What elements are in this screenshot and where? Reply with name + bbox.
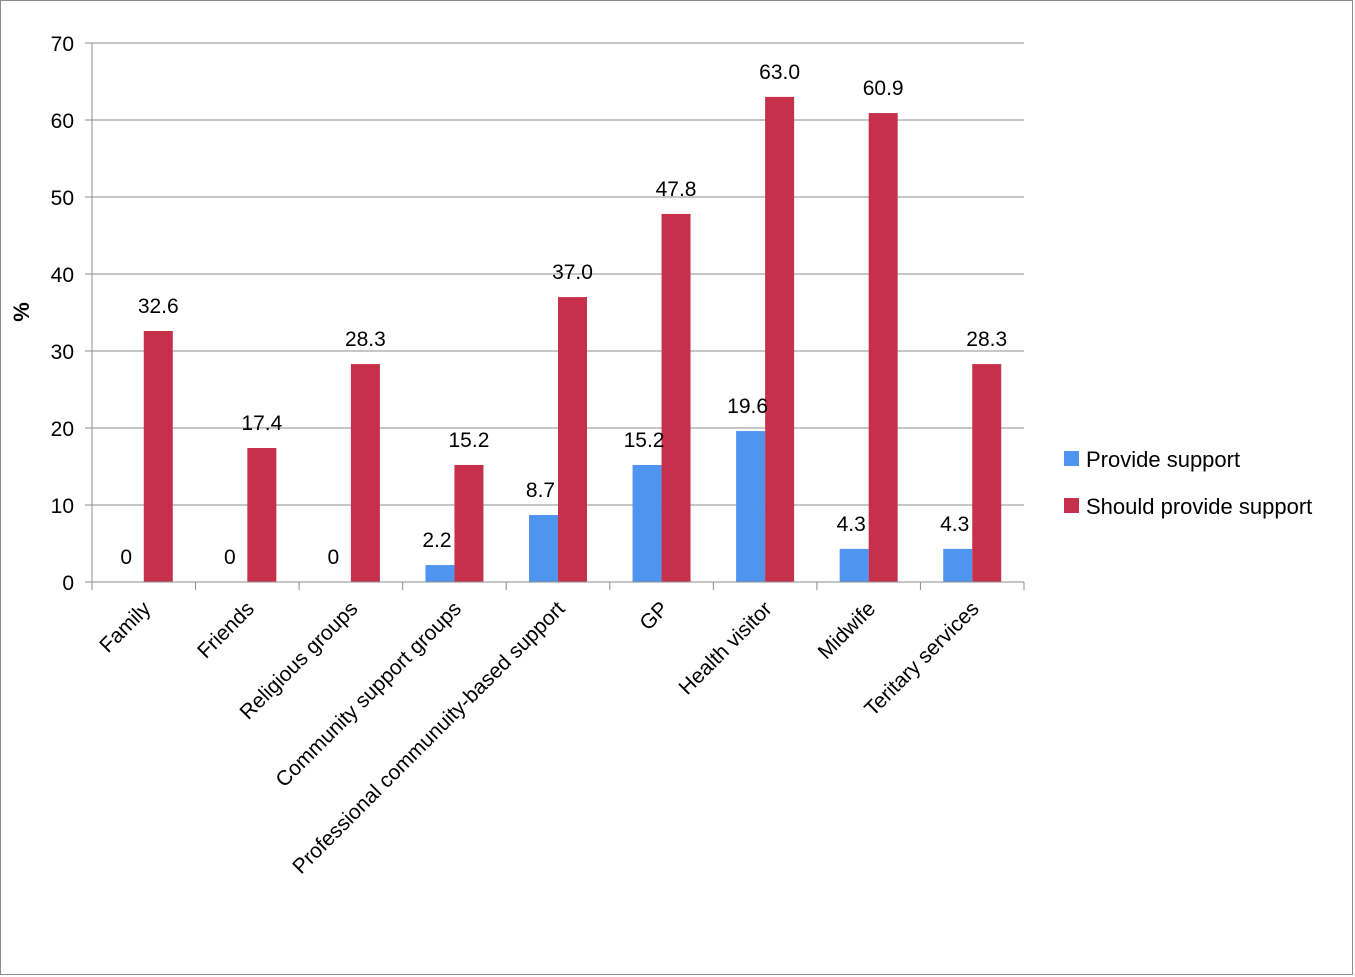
data-label: 28.3 <box>966 328 1007 351</box>
x-tick-label: Friends <box>193 597 259 663</box>
bar-should-provide <box>454 464 484 582</box>
data-label: 15.2 <box>624 429 665 452</box>
y-axis-ticks: 0 10 20 30 40 50 60 70 <box>51 33 92 595</box>
axes <box>91 43 1025 590</box>
data-label: 28.3 <box>345 328 386 351</box>
bar-provide <box>632 464 662 582</box>
legend-swatch <box>1064 498 1079 513</box>
bar-should-provide <box>765 96 795 583</box>
y-tick-label: 70 <box>51 33 74 56</box>
data-label: 63.0 <box>759 61 800 84</box>
bar-provide <box>425 565 455 582</box>
data-label: 32.6 <box>138 295 179 318</box>
y-axis-label: % <box>9 302 34 322</box>
bar-should-provide <box>558 297 587 582</box>
y-tick-label: 40 <box>51 264 74 287</box>
data-label: 37.0 <box>552 261 593 284</box>
data-label: 15.2 <box>449 429 490 452</box>
legend-swatch <box>1064 451 1079 466</box>
x-tick-label: GP <box>635 597 673 635</box>
x-tick-label: Community support groups <box>271 597 466 792</box>
data-label: 0 <box>328 546 340 569</box>
bar-should-provide <box>868 113 898 582</box>
data-label: 8.7 <box>526 479 555 502</box>
legend: Provide support Should provide support <box>1064 447 1312 519</box>
data-labels: 0 32.6 0 17.4 0 28.3 2.2 15.2 8.7 37.0 15.2 47.8 19.… <box>120 61 1007 569</box>
x-tick-label: Midwife <box>814 597 881 664</box>
y-tick-label: 0 <box>62 572 74 595</box>
data-label: 17.4 <box>241 412 282 435</box>
data-label: 4.3 <box>940 513 969 536</box>
bar-provide <box>736 431 766 582</box>
y-tick-label: 10 <box>51 495 74 518</box>
x-tick-label: Health visitor <box>675 597 777 699</box>
bar-should-provide <box>350 364 380 582</box>
bar-should-provide <box>143 330 173 582</box>
bar-provide <box>943 548 973 582</box>
bars <box>143 96 1002 583</box>
bar-should-provide <box>972 364 1002 582</box>
bar-should-provide <box>247 448 277 582</box>
bar-provide <box>529 515 558 582</box>
bar-should-provide <box>661 213 691 582</box>
y-tick-label: 20 <box>51 418 74 441</box>
y-tick-label: 30 <box>51 341 74 364</box>
x-tick-label: Family <box>95 597 155 657</box>
x-tick-label: Teritary services <box>860 597 984 721</box>
y-tick-label: 50 <box>51 187 74 210</box>
data-label: 0 <box>224 546 236 569</box>
bar-provide <box>839 548 869 582</box>
y-tick-label: 60 <box>51 110 74 133</box>
data-label: 2.2 <box>422 529 451 552</box>
data-label: 19.6 <box>727 395 768 418</box>
legend-entry: Should provide support <box>1086 494 1312 519</box>
legend-entry: Provide support <box>1086 447 1240 472</box>
data-label: 60.9 <box>863 77 904 100</box>
data-label: 4.3 <box>837 513 866 536</box>
data-label: 0 <box>120 546 132 569</box>
data-label: 47.8 <box>656 178 697 201</box>
